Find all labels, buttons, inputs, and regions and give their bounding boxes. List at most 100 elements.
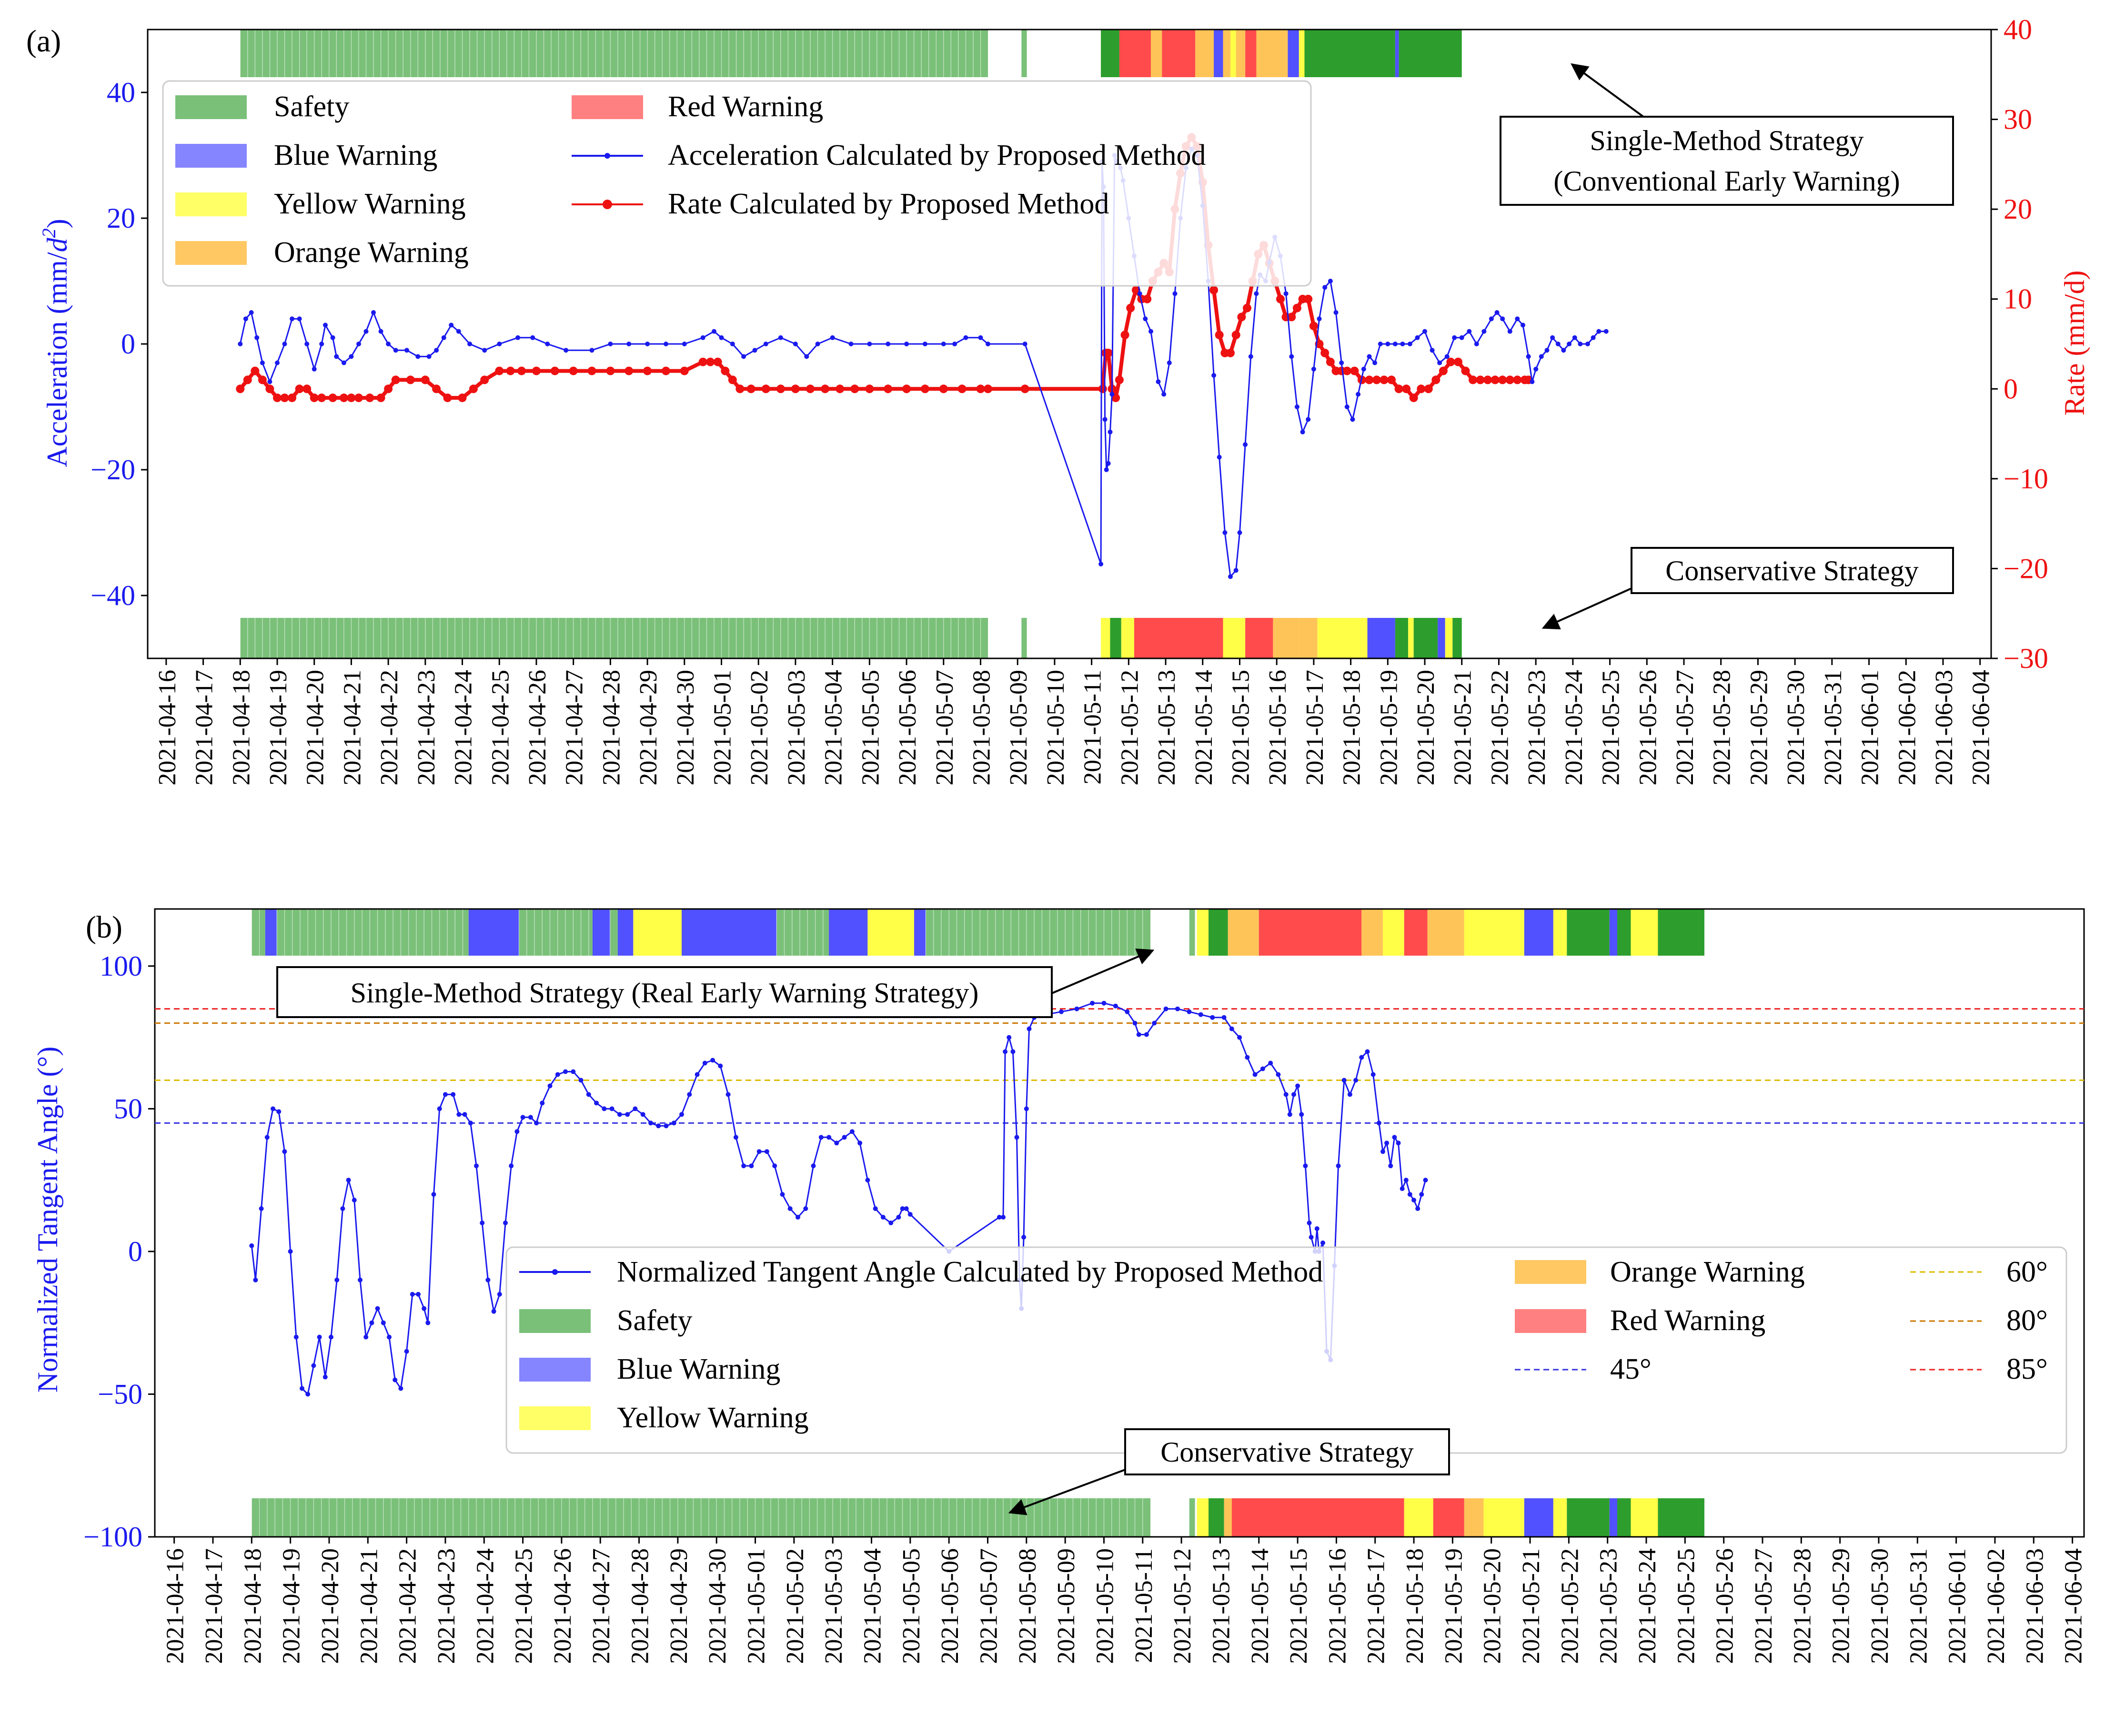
tangent-angle-series-point xyxy=(849,1129,855,1134)
b-top-bar-segment xyxy=(1361,909,1383,956)
acceleration-series-point xyxy=(867,342,872,346)
tangent-angle-series-point xyxy=(555,1072,560,1077)
tangent-angle-series-point xyxy=(679,1112,684,1117)
rate-series-point xyxy=(1215,331,1224,340)
a-x-tick-label: 2021-05-24 xyxy=(1561,670,1588,786)
tangent-angle-series-point xyxy=(1101,1000,1107,1006)
rate-series-point xyxy=(1309,322,1318,331)
rate-series-point xyxy=(1326,357,1335,366)
b-x-tick-label: 2021-04-23 xyxy=(433,1548,460,1664)
panel-b-warning-bars xyxy=(251,909,1705,1537)
b-x-tick-label: 2021-05-09 xyxy=(1053,1548,1080,1664)
b-x-tick-label: 2021-05-16 xyxy=(1324,1548,1351,1664)
a-x-tick-label: 2021-05-13 xyxy=(1153,670,1180,786)
tangent-angle-series-point xyxy=(1392,1135,1397,1140)
tangent-angle-series-point xyxy=(1295,1083,1300,1089)
tangent-angle-series-point xyxy=(1411,1198,1417,1203)
b-x-tick-label: 2021-04-25 xyxy=(511,1548,538,1664)
b-bottom-bar-segment xyxy=(1209,1498,1224,1537)
rate-series-point xyxy=(406,375,415,384)
tangent-angle-series-point xyxy=(664,1123,669,1129)
acceleration-series-point xyxy=(752,348,757,353)
rate-series-point xyxy=(984,384,992,394)
tangent-angle-series-point xyxy=(404,1349,409,1354)
tangent-angle-series-point xyxy=(528,1115,533,1120)
legend-b-45-label: 45° xyxy=(1610,1353,1652,1385)
rate-series-point xyxy=(680,366,689,375)
a-x-tick-label: 2021-04-23 xyxy=(413,670,440,786)
rate-series-point xyxy=(421,375,430,384)
rate-series-point xyxy=(1380,375,1389,384)
a-x-tick-label: 2021-04-20 xyxy=(302,670,329,786)
annotation-a-single-arrow xyxy=(1571,63,1644,118)
tangent-angle-series-point xyxy=(1136,1032,1141,1037)
a-top-bar-segment xyxy=(1119,30,1151,77)
b-top-bar-segment xyxy=(277,909,469,956)
rate-series-point xyxy=(920,384,929,394)
b-x-tick-label: 2021-05-06 xyxy=(937,1548,964,1664)
rate-series-point xyxy=(1350,366,1359,375)
tangent-angle-series-point xyxy=(1276,1072,1281,1077)
b-x-tick-label: 2021-04-20 xyxy=(317,1548,344,1664)
tangent-angle-series-point xyxy=(842,1135,847,1140)
rate-series-point xyxy=(902,384,911,394)
legend-b-blue-swatch xyxy=(519,1358,591,1382)
acceleration-series-point xyxy=(1494,310,1500,315)
a-x-tick-label: 2021-05-09 xyxy=(1005,670,1032,786)
rate-series-point xyxy=(865,384,874,394)
acceleration-series-point xyxy=(1148,329,1153,334)
rate-series-point xyxy=(1402,384,1411,394)
b-bottom-bar-segment xyxy=(1524,1498,1553,1537)
a-x-tick-label: 2021-05-27 xyxy=(1672,670,1699,786)
tangent-angle-series-point xyxy=(305,1392,311,1397)
rate-series-point xyxy=(1304,294,1313,303)
tangent-angle-series-point xyxy=(311,1363,316,1368)
a-x-tick-label: 2021-05-12 xyxy=(1116,670,1143,786)
b-top-bar-segment xyxy=(1427,909,1464,956)
legend-b-line-label: Normalized Tangent Angle Calculated by P… xyxy=(617,1256,1323,1288)
b-y-tick-label: 50 xyxy=(114,1093,142,1124)
b-top-bar-segment xyxy=(867,909,914,956)
panel-b-y-axis: −100 −50 0 50 100 xyxy=(83,950,155,1553)
b-x-tick-label: 2021-05-04 xyxy=(859,1548,886,1664)
rate-series-point xyxy=(1513,375,1522,384)
tangent-angle-series-point xyxy=(1245,1055,1250,1060)
acceleration-series-point xyxy=(497,342,502,346)
tangent-angle-series-point xyxy=(416,1292,421,1297)
legend-b-yellow-swatch xyxy=(519,1406,591,1430)
b-y-tick-label: 0 xyxy=(128,1236,142,1267)
b-top-bar-segment xyxy=(1609,909,1618,956)
rate-series-point xyxy=(587,366,596,375)
legend-b-blue-label: Blue Warning xyxy=(617,1353,780,1385)
b-bottom-bar-segment xyxy=(1189,1498,1195,1537)
a-bottom-bar-segment xyxy=(1413,618,1438,658)
acceleration-series-point xyxy=(1467,329,1472,334)
a-x-tick-label: 2021-05-06 xyxy=(894,670,921,786)
a-x-tick-label: 2021-05-07 xyxy=(931,670,958,786)
a-bottom-bar-segment xyxy=(1110,618,1121,658)
rate-series-point xyxy=(469,384,478,394)
b-top-bar-segment xyxy=(1567,909,1610,956)
legend-a-rate-marker xyxy=(603,200,612,209)
rate-series-point xyxy=(1483,375,1492,384)
acceleration-series-point xyxy=(978,335,983,340)
rate-series-point xyxy=(735,384,745,394)
acceleration-series-point xyxy=(1339,360,1344,365)
acceleration-series-point xyxy=(456,329,461,334)
acceleration-series-point xyxy=(1400,342,1405,346)
a-bottom-bar-segment xyxy=(1245,618,1273,658)
acceleration-series-point xyxy=(356,342,361,346)
acceleration-series-point xyxy=(1322,285,1328,290)
a-bottom-bar-segment xyxy=(1452,618,1462,658)
panel-a-left-ylabel-prefix: Acceleration (mm/ xyxy=(41,252,73,467)
b-x-tick-label: 2021-05-12 xyxy=(1169,1548,1196,1664)
acceleration-series-point xyxy=(848,342,854,346)
rate-series-point xyxy=(1287,313,1296,322)
acceleration-series-point xyxy=(1474,342,1479,346)
b-x-tick-label: 2021-05-23 xyxy=(1595,1548,1622,1664)
rate-series-point xyxy=(328,394,337,403)
acceleration-series-point xyxy=(589,348,594,353)
acceleration-series-point xyxy=(1481,329,1487,334)
panel-a-left-ylabel-sup: 2 xyxy=(38,228,60,238)
